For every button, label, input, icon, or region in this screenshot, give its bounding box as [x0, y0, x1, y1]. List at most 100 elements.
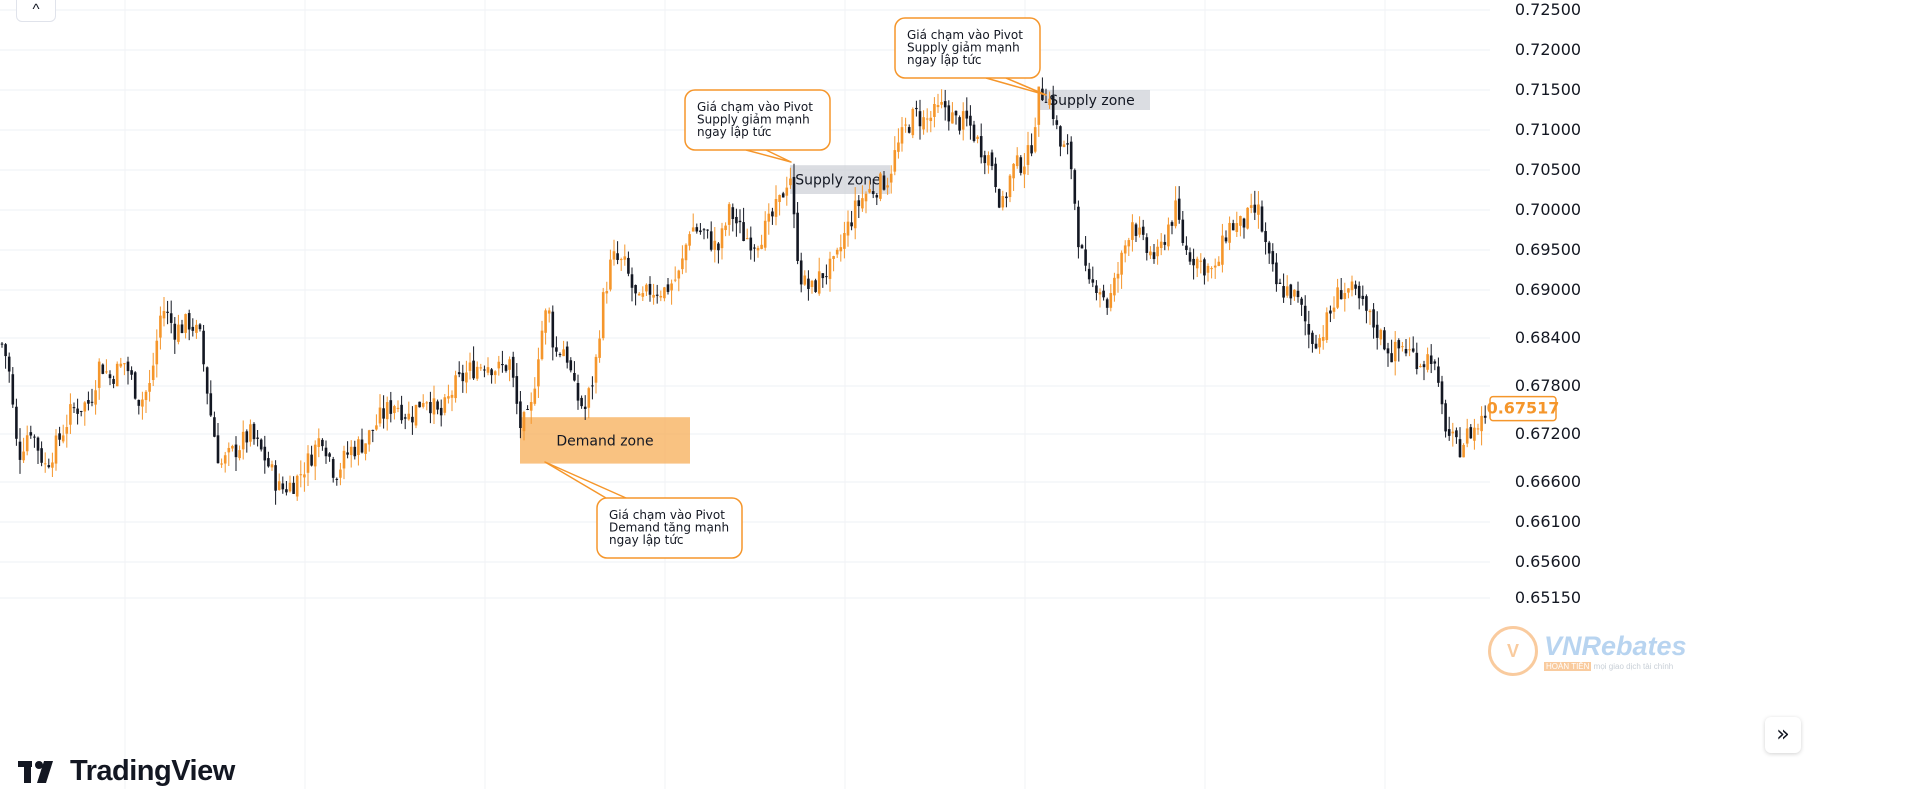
candle-body: [688, 234, 691, 246]
candle-body: [1059, 126, 1062, 147]
double-chevron-right-icon: »: [1776, 722, 1790, 747]
candle-body: [529, 401, 533, 411]
candle-body: [1159, 241, 1163, 249]
candle-body: [375, 425, 378, 430]
candle-body: [1275, 262, 1278, 285]
candle-body: [43, 463, 47, 465]
candle-body: [699, 230, 702, 233]
candle-body: [364, 443, 367, 454]
tradingview-logo[interactable]: TradingView: [18, 755, 235, 788]
candle-body: [1163, 242, 1167, 245]
candle-body: [1177, 198, 1181, 220]
candle-body: [220, 463, 223, 465]
candle-body: [1077, 206, 1080, 248]
candle-body: [1221, 235, 1224, 265]
last-price-label: 0.67517: [1487, 399, 1560, 418]
candle-body: [1055, 120, 1059, 125]
candle-body: [976, 136, 979, 139]
candle-body: [1476, 428, 1480, 430]
candle-body: [479, 367, 483, 369]
candle-body: [1307, 323, 1311, 335]
candle-body: [983, 155, 987, 164]
candle-body: [799, 260, 803, 285]
candle-body: [555, 347, 558, 352]
y-tick-label: 0.67800: [1515, 376, 1581, 395]
candle-body: [861, 198, 864, 209]
supply-zone: [1040, 90, 1150, 110]
candle-body: [1069, 141, 1073, 170]
candle-body: [580, 397, 583, 407]
candle-body: [630, 274, 634, 288]
candle-body: [436, 401, 439, 410]
candle-body: [1300, 298, 1303, 305]
candle-body: [382, 408, 385, 419]
candle-body: [583, 406, 587, 409]
candle-body: [173, 323, 177, 340]
candle-body: [1336, 287, 1339, 308]
candle-body: [137, 399, 141, 406]
candle-body: [317, 438, 321, 447]
candle-body: [112, 379, 115, 384]
candle-body: [940, 102, 943, 105]
candle-body: [342, 450, 346, 469]
candle-body: [655, 294, 659, 296]
candle-body: [1113, 277, 1116, 296]
candle-body: [90, 401, 94, 403]
candle-body: [569, 360, 573, 371]
candle-body: [1066, 143, 1069, 145]
candle-body: [1379, 329, 1383, 340]
vnrebates-logo-icon: V: [1488, 626, 1538, 676]
candle-body: [205, 367, 209, 394]
candle-body: [468, 362, 472, 371]
candle-body: [1260, 206, 1264, 232]
candle-body: [54, 435, 58, 464]
candle-body: [1127, 240, 1131, 247]
candle-body: [65, 427, 69, 434]
tradingview-logo-icon: [18, 760, 53, 783]
candle-body: [886, 185, 889, 188]
candle-body: [18, 441, 22, 460]
callout-box: [596, 497, 743, 559]
y-tick-label: 0.68400: [1515, 328, 1581, 347]
candle-body: [522, 412, 526, 432]
collapse-button[interactable]: ^: [16, 0, 56, 22]
candle-body: [1167, 224, 1170, 247]
candle-body: [1350, 281, 1354, 291]
scroll-to-realtime-button[interactable]: »: [1765, 717, 1801, 753]
callout-box: [894, 17, 1041, 79]
candle-body: [324, 447, 328, 457]
candle-body: [245, 431, 249, 443]
candle-body: [634, 285, 637, 294]
candle-body: [875, 195, 879, 198]
candle-body: [108, 374, 112, 379]
candle-body: [540, 330, 544, 360]
candle-body: [857, 200, 861, 207]
candle-body: [1429, 355, 1433, 364]
candle-body: [1224, 237, 1228, 242]
demand-zone: [520, 417, 690, 464]
candle-body: [1005, 196, 1008, 199]
candle-body: [313, 444, 317, 467]
candle-body: [551, 311, 555, 348]
candle-body: [897, 142, 900, 152]
candle-body: [670, 283, 673, 291]
y-tick-label: 0.72000: [1515, 40, 1581, 59]
candle-body: [825, 276, 828, 278]
candle-body: [511, 356, 515, 378]
candle-body: [1480, 415, 1483, 432]
candle-body: [1393, 341, 1397, 362]
supply-zone-label: Supply zone: [795, 173, 881, 189]
candle-body: [1422, 364, 1426, 368]
candle-body: [771, 211, 774, 217]
callout-text-line: Giá chạm vào Pivot: [697, 100, 813, 114]
candle-body: [1408, 349, 1411, 351]
candle-body: [61, 435, 65, 442]
candle-body: [817, 271, 821, 294]
candle-body: [1170, 222, 1174, 226]
candle-body: [727, 204, 731, 225]
candle-body: [893, 150, 897, 172]
candle-body: [1235, 223, 1239, 232]
candle-body: [1141, 226, 1145, 235]
